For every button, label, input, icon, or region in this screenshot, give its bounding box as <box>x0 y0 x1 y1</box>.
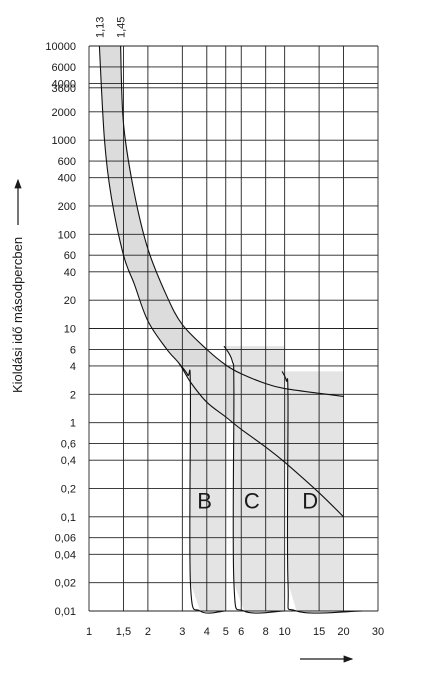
y-tick-label: 6 <box>70 344 76 356</box>
y-axis-title: Kioldási idő másodpercben <box>10 237 25 393</box>
y-axis-title-group: Kioldási idő másodpercben <box>10 178 25 393</box>
region-label-b: B <box>197 488 212 513</box>
y-tick-label: 6000 <box>52 62 76 74</box>
y-tick-label: 1000 <box>52 135 76 147</box>
curve-lines <box>98 45 363 614</box>
top-rating-label: 1,13 <box>94 17 106 38</box>
x-tick-label: 4 <box>204 626 210 638</box>
x-tick-label: 10 <box>279 626 291 638</box>
y-tick-label: 0,4 <box>61 455 76 467</box>
y-tick-label: 0,6 <box>61 439 76 451</box>
tick-labels: 1 1,5 2 3 4 5 6 8 10 15 20 301000060004000360020001… <box>45 17 384 638</box>
y-tick-label: 2000 <box>52 107 76 119</box>
y-tick-label: 0,2 <box>61 483 76 495</box>
boundary-curve-c <box>223 345 285 614</box>
x-tick-label: 8 <box>263 626 269 638</box>
y-tick-label: 100 <box>58 229 76 241</box>
y-tick-label: 10 <box>64 324 76 336</box>
region-label-c: C <box>244 488 260 513</box>
x-tick-label: 30 <box>372 626 384 638</box>
y-tick-label: 1 <box>70 418 76 430</box>
y-tick-label: 200 <box>58 201 76 213</box>
y-tick-label: 40 <box>64 267 76 279</box>
boundary-curve-d <box>281 371 363 614</box>
region-label-d: D <box>302 488 318 513</box>
region-labels: B C D <box>197 488 318 513</box>
y-tick-label: 400 <box>58 173 76 185</box>
x-tick-label: 5 <box>223 626 229 638</box>
y-tick-label: 0,06 <box>55 533 76 545</box>
thermal-upper-curve <box>120 45 344 397</box>
region-fill-c <box>224 346 285 611</box>
top-rating-label: 1,45 <box>116 17 128 38</box>
y-tick-label: 4 <box>70 361 76 373</box>
x-tick-label: 1 <box>86 626 92 638</box>
x-tick-label: 3 <box>179 626 185 638</box>
y-tick-label: 0,04 <box>55 549 76 561</box>
x-tick-label: 2 <box>145 626 151 638</box>
y-tick-label: 0,01 <box>55 606 76 618</box>
y-tick-label: 3600 <box>52 83 76 95</box>
thermal-lower-curve <box>98 45 344 518</box>
y-tick-label: 4000 <box>52 78 76 90</box>
y-tick-label: 0,1 <box>61 512 76 524</box>
region-fill-d <box>282 371 363 611</box>
x-tick-label: 15 <box>313 626 325 638</box>
x-tick-label: 20 <box>337 626 349 638</box>
y-tick-label: 2 <box>70 389 76 401</box>
region-fill-b <box>179 363 226 611</box>
y-tick-label: 10000 <box>45 41 76 53</box>
x-tick-label: 1,5 <box>116 626 131 638</box>
x-tick-label: 6 <box>238 626 244 638</box>
y-tick-label: 60 <box>64 250 76 262</box>
y-tick-label: 20 <box>64 295 76 307</box>
region-fills <box>99 46 363 611</box>
boundary-curve-b <box>179 363 226 614</box>
y-tick-label: 0,02 <box>55 578 76 590</box>
y-tick-label: 600 <box>58 156 76 168</box>
